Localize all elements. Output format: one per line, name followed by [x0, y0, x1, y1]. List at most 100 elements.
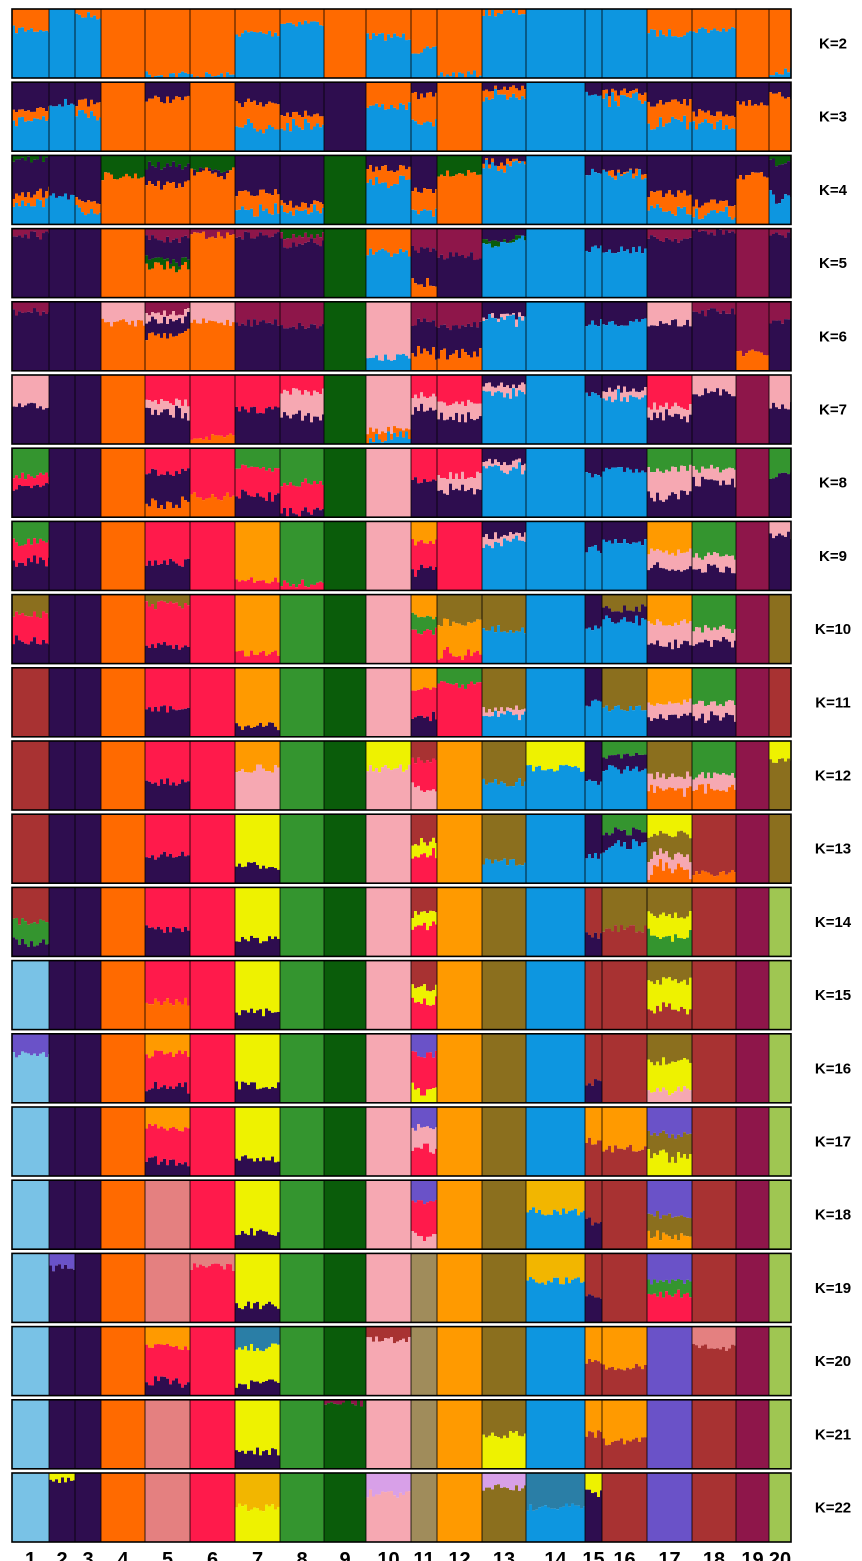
ancestry-segment-orange	[172, 9, 176, 74]
ancestry-segment-blue	[707, 32, 711, 78]
ancestry-segment-orange	[154, 262, 158, 298]
ancestry-segment-purple	[21, 237, 25, 298]
ancestry-segment-purple	[154, 469, 158, 501]
ancestry-segment-purple	[781, 323, 785, 371]
ancestry-segment-orange	[689, 99, 693, 123]
ancestry-segment-pink	[632, 388, 636, 397]
ancestry-segment-maroon	[671, 228, 675, 242]
ancestry-segment-orange	[143, 375, 146, 444]
ancestry-segment-purple	[399, 155, 403, 166]
ancestry-segment-purple	[617, 448, 621, 468]
ancestry-segment-red	[202, 521, 206, 591]
ancestry-segment-pink	[384, 594, 388, 664]
ancestry-segment-blue	[775, 203, 779, 225]
ancestry-segment-orange	[366, 9, 370, 34]
ancestry-segment-orange	[268, 101, 272, 126]
ancestry-segment-purple	[668, 325, 672, 371]
ancestry-segment-green	[18, 448, 22, 479]
ancestry-segment-purple	[647, 326, 651, 371]
ancestry-segment-blue	[500, 470, 504, 518]
ancestry-segment-blue	[485, 97, 489, 152]
ancestry-segment-maroon	[455, 228, 459, 253]
ancestry-segment-orange	[131, 521, 135, 591]
ancestry-segment-purple	[775, 407, 779, 444]
ancestry-segment-blue	[644, 539, 648, 591]
ancestry-segment-blue	[512, 242, 516, 298]
ancestry-segment-red	[232, 448, 236, 496]
ancestry-segment-pink	[497, 462, 501, 467]
ancestry-segment-pink	[402, 375, 406, 431]
ancestry-segment-maroon	[313, 238, 317, 243]
ancestry-segment-pink	[393, 594, 397, 664]
ancestry-segment-purple	[608, 521, 612, 541]
ancestry-segment-purple	[24, 643, 28, 664]
ancestry-segment-green	[304, 594, 308, 664]
ancestry-segment-purple	[597, 228, 601, 249]
ancestry-segment-darkgreen	[363, 594, 367, 664]
ancestry-segment-orange	[476, 356, 480, 371]
ancestry-segment-green	[775, 448, 779, 478]
ancestry-segment-purple	[455, 325, 459, 351]
ancestry-segment-green	[725, 521, 729, 555]
ancestry-segment-purple	[15, 406, 19, 444]
ancestry-segment-purple	[719, 395, 723, 444]
ancestry-segment-orange	[157, 508, 161, 518]
ancestry-segment-pink	[187, 406, 191, 421]
ancestry-segment-purple	[12, 309, 16, 371]
ancestry-segment-blue	[692, 217, 696, 225]
ancestry-segment-green	[656, 448, 660, 469]
ancestry-segment-purple	[271, 409, 275, 444]
ancestry-segment-blue	[538, 521, 542, 591]
population-block-14	[525, 448, 586, 518]
ancestry-segment-maroon	[160, 228, 164, 241]
ancestry-segment-purple	[772, 234, 776, 298]
ancestry-segment-green	[725, 448, 729, 469]
ancestry-segment-maroon	[42, 301, 46, 312]
ancestry-segment-purple	[647, 238, 651, 298]
ancestry-segment-maroon	[736, 375, 740, 444]
ancestry-segment-pink	[692, 375, 696, 395]
ancestry-segment-purple	[181, 169, 185, 188]
ancestry-segment-blue	[671, 213, 675, 225]
ancestry-segment-orange	[145, 503, 149, 518]
ancestry-segment-purple	[283, 247, 287, 298]
ancestry-segment-purple	[695, 228, 699, 298]
ancestry-segment-orange	[148, 506, 152, 518]
ancestry-segment-purple	[36, 311, 40, 371]
ancestry-segment-orange	[137, 448, 141, 518]
ancestry-segment-maroon	[665, 228, 669, 238]
ancestry-segment-purple	[644, 301, 648, 319]
ancestry-segment-blue	[235, 126, 239, 152]
ancestry-segment-darkgreen	[354, 521, 358, 591]
population-block-13	[481, 521, 527, 591]
ancestry-segment-maroon	[322, 232, 325, 241]
ancestry-segment-blue	[384, 109, 388, 152]
ancestry-segment-blue	[524, 470, 527, 518]
ancestry-segment-orange	[140, 521, 144, 591]
ancestry-segment-pink	[719, 556, 723, 573]
ancestry-segment-purple	[695, 82, 699, 117]
ancestry-segment-orange	[128, 176, 132, 225]
ancestry-segment-orange	[232, 322, 236, 371]
ancestry-segment-red	[21, 472, 25, 487]
ancestry-segment-purple	[695, 155, 699, 200]
ancestry-segment-orange	[125, 375, 129, 444]
ancestry-segment-blue	[547, 375, 551, 444]
ancestry-segment-green	[295, 448, 299, 487]
ancestry-segment-orange	[196, 323, 200, 371]
ancestry-segment-blue	[482, 628, 486, 664]
ancestry-segment-red	[39, 538, 43, 558]
ancestry-segment-maroon	[181, 228, 185, 238]
ancestry-segment-red	[33, 611, 37, 638]
ancestry-segment-purple	[707, 234, 711, 298]
ancestry-segment-purple	[301, 325, 305, 371]
ancestry-segment-orange	[372, 431, 376, 443]
ancestry-segment-purple	[674, 494, 678, 518]
ancestry-segment-orange	[104, 594, 108, 664]
ancestry-segment-maroon	[45, 228, 49, 232]
ancestry-segment-pink	[45, 375, 49, 409]
ancestry-segment-purple	[265, 500, 269, 518]
ancestry-segment-pink	[650, 472, 654, 498]
ancestry-segment-blue	[24, 121, 28, 152]
ancestry-segment-orange	[211, 82, 215, 152]
